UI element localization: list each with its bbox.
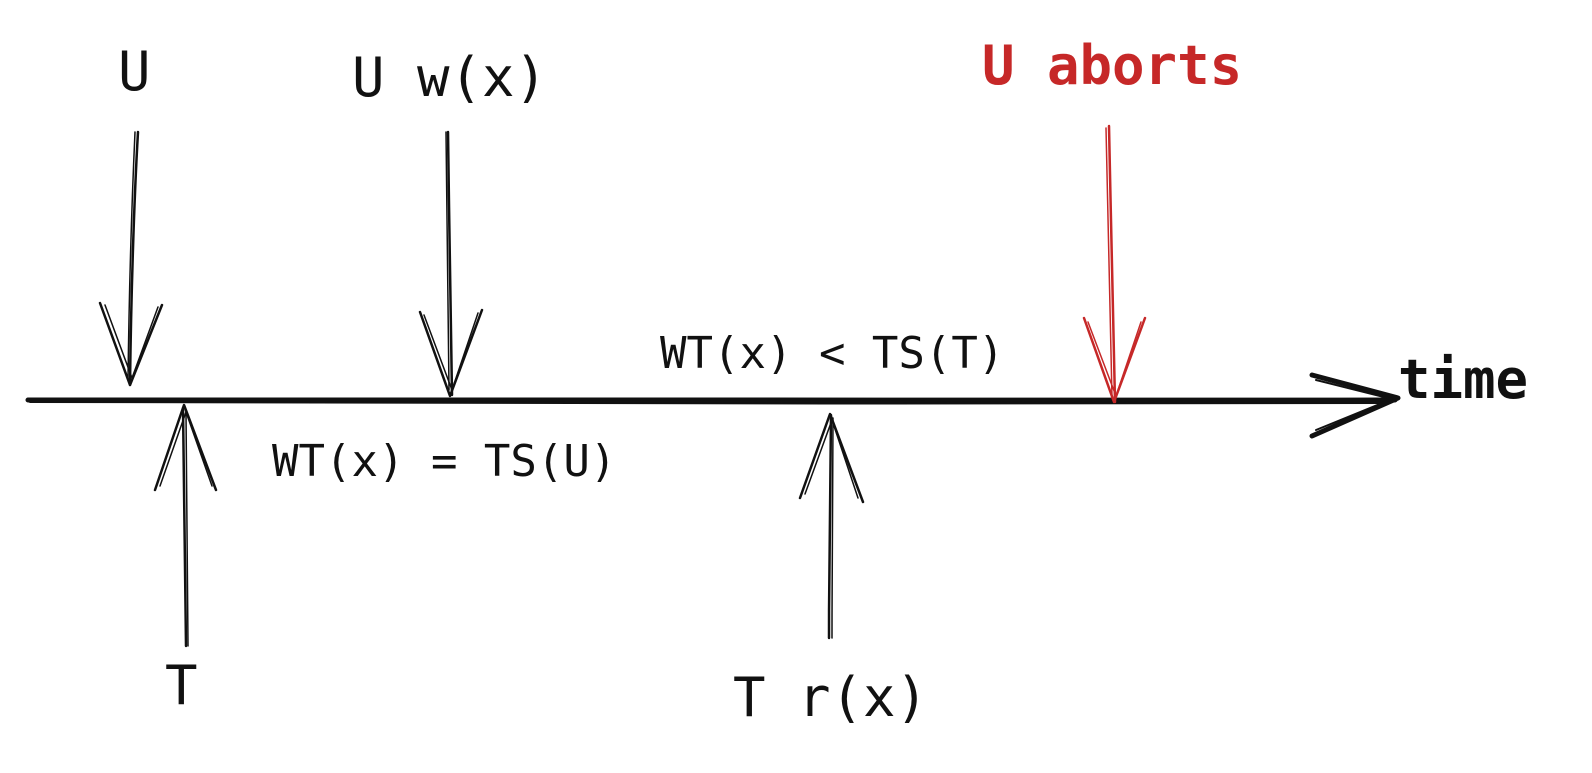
t-read-arrow xyxy=(798,412,865,640)
u-abort-label: U aborts xyxy=(982,34,1242,97)
u-start-label: U xyxy=(118,40,151,103)
u-abort-arrow xyxy=(1082,124,1147,404)
annotation-wt-equals-ts-u: WT(x) = TS(U) xyxy=(272,436,616,487)
time-axis-arrowhead xyxy=(1309,372,1401,439)
t-start-label: T xyxy=(165,654,198,717)
annotation-wt-less-ts-t: WT(x) < TS(T) xyxy=(660,328,1004,379)
time-axis xyxy=(25,396,1398,405)
t-read-label: T r(x) xyxy=(733,666,928,729)
u-write-arrow xyxy=(418,130,484,398)
t-start-arrow xyxy=(153,403,218,648)
time-axis-label: time xyxy=(1398,348,1528,411)
u-write-label: U w(x) xyxy=(352,46,547,109)
u-start-arrow xyxy=(98,130,164,387)
